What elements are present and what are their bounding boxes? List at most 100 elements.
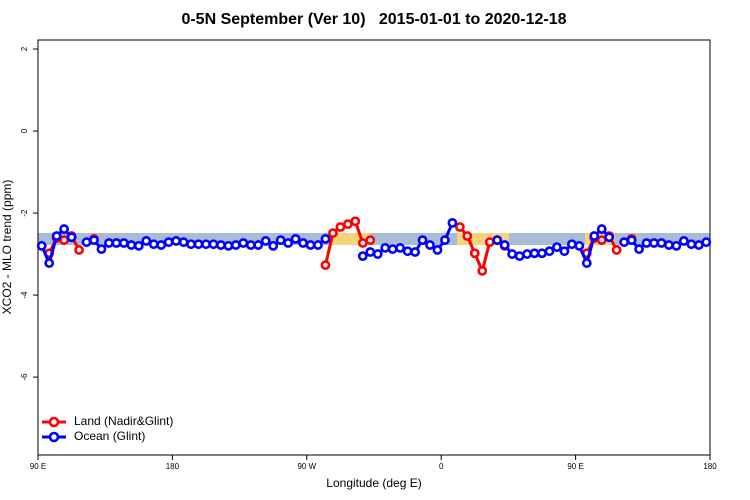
data-point	[537, 248, 547, 259]
data-point	[305, 240, 316, 250]
data-point	[171, 236, 182, 246]
x-tick-label: 90 W	[297, 462, 316, 471]
y-tick-label: 0	[20, 128, 29, 133]
data-point	[380, 243, 391, 253]
data-point	[96, 244, 107, 255]
data-point	[59, 235, 70, 246]
data-point	[111, 238, 122, 248]
data-point	[208, 239, 219, 250]
data-point	[156, 240, 167, 250]
data-point	[148, 239, 159, 250]
data-point	[201, 239, 211, 250]
data-point	[507, 249, 518, 259]
data-point	[574, 240, 585, 251]
data-point	[372, 249, 383, 259]
legend-label: Land (Nadir&Glint)	[74, 414, 173, 428]
data-point	[484, 237, 495, 248]
data-point	[335, 222, 346, 232]
chart-title: 0-5N September (Ver 10) 2015-01-01 to 20…	[181, 11, 566, 28]
data-point	[178, 237, 189, 248]
data-point	[492, 235, 503, 246]
data-point	[589, 231, 600, 241]
data-point	[74, 245, 84, 255]
data-point	[290, 233, 301, 244]
data-point	[275, 235, 286, 246]
data-point	[59, 224, 70, 234]
data-point	[514, 251, 525, 262]
data-point	[81, 237, 92, 248]
data-point	[440, 235, 450, 246]
data-point	[611, 245, 622, 255]
y-tick-label: -2	[20, 209, 29, 217]
y-tick-label: 2	[20, 46, 29, 51]
data-point	[701, 237, 712, 248]
data-point	[387, 244, 398, 255]
data-point	[104, 238, 114, 248]
legend-marker	[48, 416, 60, 428]
data-point	[365, 235, 376, 246]
data-point	[253, 240, 264, 250]
data-point	[283, 238, 294, 248]
y-tick-label: -4	[20, 291, 29, 299]
data-point	[395, 243, 406, 253]
data-point	[686, 239, 697, 250]
data-point	[656, 238, 667, 248]
x-tick-label: 90 E	[567, 462, 583, 471]
data-point	[36, 240, 47, 251]
data-point	[529, 248, 540, 259]
legend-marker	[48, 431, 60, 443]
data-point	[649, 238, 659, 248]
data-point	[342, 219, 353, 230]
y-tick-label: -6	[20, 373, 29, 381]
data-point	[357, 238, 368, 248]
data-point	[626, 235, 637, 246]
data-point	[664, 240, 674, 250]
y-axis-label: XCO2 - MLO trend (ppm)	[0, 180, 14, 315]
data-point	[596, 235, 607, 246]
data-point	[223, 240, 234, 251]
x-tick-label: 180	[703, 462, 717, 471]
data-point	[641, 238, 652, 248]
data-point	[462, 231, 473, 241]
data-point	[552, 242, 562, 252]
legend-label: Ocean (Glint)	[74, 429, 145, 443]
x-tick-label: 0	[439, 462, 444, 471]
data-point	[454, 222, 465, 232]
data-point	[126, 240, 137, 250]
data-point	[118, 238, 129, 248]
x-tick-label: 90 E	[30, 462, 46, 471]
data-point	[522, 249, 532, 259]
data-point	[298, 238, 308, 248]
data-point	[566, 239, 577, 250]
data-point	[238, 238, 249, 248]
data-point	[357, 251, 368, 262]
data-point	[410, 247, 420, 257]
data-point	[350, 216, 361, 227]
data-point	[671, 240, 682, 251]
data-point	[328, 228, 338, 239]
data-point	[313, 240, 323, 250]
data-point	[544, 246, 555, 257]
data-point	[66, 232, 77, 243]
data-point	[245, 240, 256, 250]
data-point	[604, 232, 615, 243]
data-point	[559, 246, 570, 257]
data-point	[51, 231, 62, 241]
x-axis-label: Longitude (deg E)	[326, 476, 421, 490]
data-point	[268, 240, 279, 251]
data-point	[477, 265, 488, 276]
data-point	[693, 240, 704, 250]
data-point	[230, 240, 241, 250]
data-point	[193, 239, 204, 250]
data-point	[447, 217, 458, 228]
data-point	[499, 240, 510, 250]
data-point	[365, 247, 376, 257]
data-point	[634, 244, 644, 255]
data-point	[581, 258, 592, 268]
data-point	[320, 233, 331, 244]
data-point	[432, 245, 443, 255]
data-point	[216, 240, 226, 250]
data-point	[163, 237, 174, 248]
data-point	[425, 240, 435, 250]
